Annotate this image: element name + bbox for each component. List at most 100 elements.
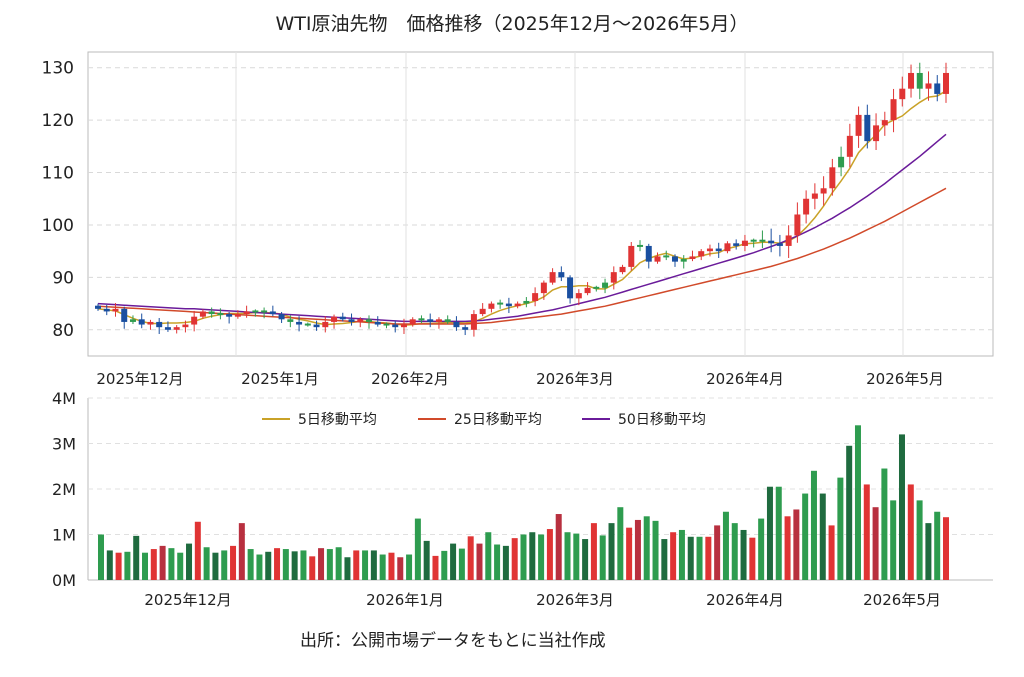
candle-body — [916, 72, 923, 89]
candle-body — [374, 321, 381, 325]
price-x-tick-label: 2026年3月 — [536, 370, 614, 388]
candle-body — [654, 256, 661, 262]
candle-body — [873, 125, 880, 142]
volume-bar — [696, 536, 703, 580]
price-candle — [671, 254, 678, 267]
candle-body — [147, 321, 154, 325]
legend-entry: 50日移動平均 — [582, 412, 706, 428]
price-candle — [715, 242, 722, 258]
volume-bar — [115, 552, 122, 580]
candle-body — [908, 72, 915, 89]
price-candle — [296, 316, 303, 332]
legend-label: 25日移動平均 — [454, 412, 542, 428]
price-tick-label: 100 — [42, 216, 74, 236]
candle-body — [261, 310, 268, 313]
candle-body — [523, 300, 530, 304]
volume-bar — [124, 551, 131, 580]
candle-body — [785, 235, 792, 246]
volume-bar — [925, 523, 932, 580]
price-candle — [785, 225, 792, 258]
price-candle — [838, 146, 845, 177]
volume-bar — [423, 540, 430, 580]
volume-bar — [802, 493, 809, 580]
volume-bar — [766, 486, 773, 580]
price-candle — [278, 311, 285, 323]
volume-bar — [106, 550, 113, 580]
price-candle — [803, 190, 810, 224]
volume-bar — [502, 545, 509, 580]
price-candle — [103, 304, 110, 316]
volume-bar — [353, 550, 360, 580]
volume-x-tick-label: 2026年4月 — [706, 591, 784, 609]
candle-body — [121, 308, 128, 322]
volume-bar — [714, 525, 721, 580]
volume-bar — [414, 518, 421, 580]
candle-body — [269, 311, 276, 315]
candle-body — [733, 243, 740, 246]
candle-body — [925, 83, 932, 89]
price-candle — [733, 239, 740, 250]
candle-body — [593, 286, 600, 289]
volume-bar — [256, 554, 263, 580]
candle-body — [514, 303, 521, 307]
volume-bar — [326, 549, 333, 580]
price-candle — [645, 243, 652, 269]
volume-x-tick-label: 2026年1月 — [366, 591, 444, 609]
candle-body — [602, 282, 609, 288]
price-candle — [698, 249, 705, 261]
volume-bar — [758, 518, 765, 580]
price-candle — [602, 278, 609, 294]
price-candle — [287, 315, 294, 328]
volume-bar — [230, 545, 237, 580]
candle-body — [899, 88, 906, 100]
price-candle — [121, 306, 128, 329]
volume-bar — [898, 434, 905, 580]
candle-body — [619, 266, 626, 273]
price-candle — [689, 250, 696, 262]
price-candle — [794, 202, 801, 243]
candle-body — [304, 323, 311, 326]
price-candle — [129, 315, 136, 325]
candle-body — [103, 308, 110, 312]
price-candle — [418, 315, 425, 323]
moving-average-line — [97, 133, 947, 323]
price-candle — [523, 297, 530, 308]
volume-tick-label: 1M — [52, 526, 76, 545]
price-candle — [462, 325, 469, 336]
volume-bar — [344, 557, 351, 580]
price-candle — [663, 250, 670, 261]
volume-bar — [626, 527, 633, 580]
price-candle — [575, 289, 582, 306]
volume-bar — [678, 529, 685, 580]
volume-bar — [546, 529, 553, 580]
volume-bar — [221, 550, 228, 580]
price-candle — [934, 75, 941, 102]
price-candle — [427, 313, 434, 328]
candle-body — [191, 316, 198, 325]
price-candle — [628, 242, 635, 271]
candle-body — [881, 120, 888, 126]
candle-body — [846, 135, 853, 157]
volume-bar — [300, 550, 307, 580]
volume-bar — [775, 486, 782, 580]
price-candle — [916, 62, 923, 100]
price-candle — [908, 64, 915, 98]
volume-bar — [159, 545, 166, 580]
candle-body — [768, 240, 775, 244]
price-candle — [173, 325, 180, 334]
candle-body — [575, 293, 582, 299]
price-candle — [829, 158, 836, 196]
volume-bar — [599, 535, 606, 580]
price-candle — [409, 317, 416, 327]
price-x-tick-label: 2026年4月 — [706, 370, 784, 388]
price-candle — [357, 317, 364, 328]
volume-bar — [634, 519, 641, 580]
volume-bar — [784, 516, 791, 580]
volume-bar — [846, 445, 853, 580]
price-candle — [593, 285, 600, 292]
price-candle — [497, 299, 504, 309]
candle-body — [199, 311, 206, 317]
volume-bar — [793, 509, 800, 580]
price-candle — [147, 319, 154, 330]
price-candle — [182, 320, 189, 333]
